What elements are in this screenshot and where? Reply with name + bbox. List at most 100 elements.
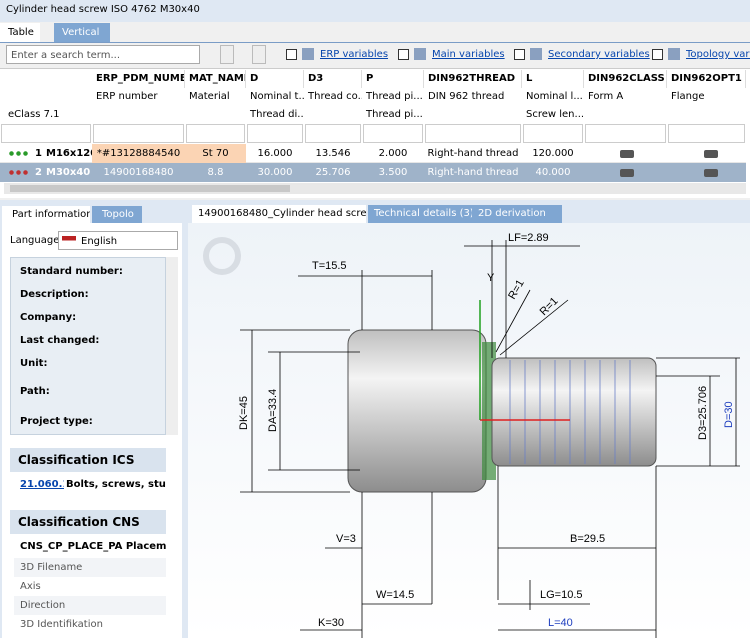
filter-cell[interactable] [363, 124, 423, 143]
filter-cell [1, 124, 91, 143]
nav-button[interactable] [252, 45, 266, 64]
drawing: LF=2.89 T=15.5 Y R=1 R=1 DK=45 DA=33.4 D3=25.70… [203, 232, 740, 638]
filter-cell[interactable] [585, 124, 666, 143]
dimension-label: B=29.5 [570, 533, 605, 545]
option-link[interactable]: Secondary variables [548, 49, 650, 60]
table-cell: Right-hand thread [427, 148, 519, 159]
table-cell: 3.500 [378, 167, 408, 178]
column-header: MAT_NAME [185, 70, 246, 88]
title-bar: Cylinder head screw ISO 4762 M30x40 [0, 0, 750, 22]
view-tab[interactable]: 14900168480_Cylinder head screw IS... [192, 205, 366, 223]
classification: eClass 7.1 [8, 109, 60, 120]
language-label: Language: [10, 235, 60, 246]
cns-item: 3D Filename [14, 558, 166, 577]
checkbox[interactable] [652, 49, 663, 60]
language-select[interactable]: English [58, 231, 178, 250]
dimension-label: D=30 [723, 401, 735, 428]
field-label: Unit: [20, 358, 48, 369]
ics-code[interactable]: 21.060.10 [20, 479, 64, 490]
column-desc: DIN 962 thread [428, 91, 505, 102]
scroll-thumb[interactable] [10, 185, 290, 192]
option-icon [668, 48, 680, 60]
screw-head [347, 329, 487, 493]
option-icon [530, 48, 542, 60]
filter-cell[interactable] [93, 124, 184, 143]
column-header: D [246, 70, 304, 88]
row-size: M16x120 [46, 148, 92, 159]
search-box[interactable]: Enter a search term... [6, 45, 200, 64]
table-row [0, 163, 746, 182]
view-tab[interactable]: Technical details (3) [368, 205, 472, 223]
row-size: M30x40 [46, 167, 91, 178]
checkbox[interactable] [286, 49, 297, 60]
table-cell: 16.000 [257, 148, 293, 159]
column-desc: Form A [588, 91, 624, 102]
option-link[interactable]: Topology variables [686, 49, 750, 60]
checkbox[interactable] [514, 49, 525, 60]
panel-tab[interactable]: Part information [2, 206, 90, 223]
column-header: ERP_PDM_NUMBER [92, 70, 185, 88]
field-label: Standard number: [20, 266, 123, 277]
column-desc: Screw len... [526, 109, 584, 120]
ics-text: Bolts, screws, studs [66, 479, 166, 490]
option-icon [302, 48, 314, 60]
column-desc: Nominal l... [526, 91, 583, 102]
column-desc: Thread pi... [366, 109, 423, 120]
table-cell: 30.000 [257, 167, 293, 178]
dimension-label: DK=45 [238, 396, 250, 430]
column-desc: Material [189, 91, 230, 102]
tab[interactable]: Vertical [54, 23, 110, 42]
table-cell: Right-hand thread [427, 167, 519, 178]
dimension-label: T=15.5 [312, 260, 347, 272]
column-desc: Flange [671, 91, 705, 102]
filter-cell[interactable] [247, 124, 303, 143]
dimension-label: R=1 [506, 278, 527, 302]
view-tab[interactable]: 2D derivation [472, 205, 562, 223]
option-icon [414, 48, 426, 60]
column-desc: Thread co... [308, 91, 362, 102]
table-cell: 2.000 [378, 148, 408, 159]
checkbox[interactable] [398, 49, 409, 60]
filter-cell[interactable] [186, 124, 245, 143]
table-cell: 14900168480 [103, 167, 174, 178]
row-number: 2 [35, 167, 42, 178]
field-label: Company: [20, 312, 77, 323]
filter-cell[interactable] [425, 124, 521, 143]
column-desc: Thread di... [250, 109, 304, 120]
column-header: D3 [304, 70, 362, 88]
screw-shank [491, 357, 657, 467]
column-header: DIN962THREAD [424, 70, 522, 88]
h-scrollbar [4, 183, 746, 194]
filter-cell[interactable] [305, 124, 361, 143]
dimension-label: LF=2.89 [508, 232, 549, 244]
status-dots [8, 151, 30, 156]
view-cube [203, 237, 241, 275]
icon [620, 169, 634, 177]
filter-cell[interactable] [668, 124, 745, 143]
field-label: Description: [20, 289, 89, 300]
column-header: DIN962CLASS [584, 70, 667, 88]
nav-button[interactable] [220, 45, 234, 64]
row-number: 1 [35, 148, 42, 159]
field-label: Project type: [20, 416, 93, 427]
thread-lines [509, 360, 631, 464]
panel-tab[interactable]: Topolo [92, 206, 142, 223]
filter-cell[interactable] [523, 124, 583, 143]
cns-item: Axis [14, 577, 166, 596]
field-label: Last changed: [20, 335, 100, 346]
dimension-label: W=14.5 [376, 589, 414, 601]
dimension-label: Y [487, 272, 495, 284]
table-cell: 25.706 [315, 167, 351, 178]
table-cell: St 70 [185, 144, 246, 163]
option-link[interactable]: Main variables [432, 49, 505, 60]
section-title: Classification CNS [10, 510, 166, 534]
dimension-label: LG=10.5 [540, 589, 583, 601]
tab[interactable]: Table [0, 23, 40, 42]
table-cell: 8.8 [207, 167, 224, 178]
status-dots [8, 170, 30, 175]
section-title: Classification ICS [10, 448, 166, 472]
cns-item: 3D Identifikation [14, 615, 166, 634]
dimension-label: L=40 [548, 617, 573, 629]
option-link[interactable]: ERP variables [320, 49, 389, 60]
